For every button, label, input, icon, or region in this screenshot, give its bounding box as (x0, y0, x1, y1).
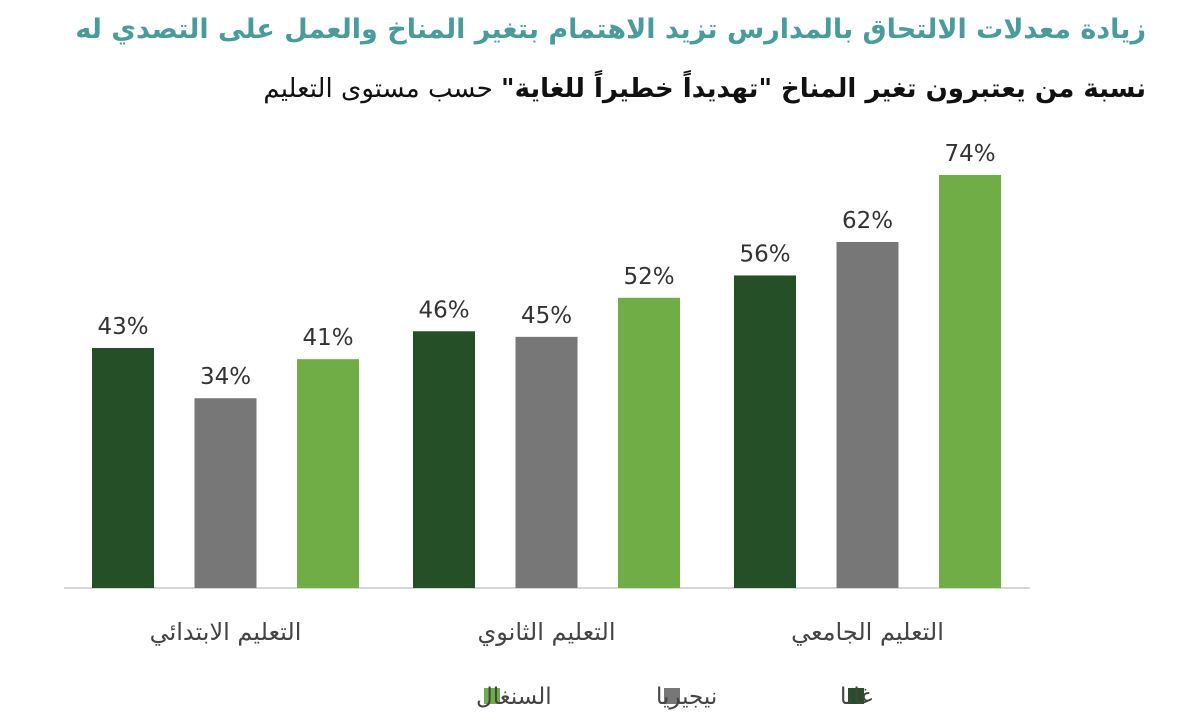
data-label: 41% (302, 325, 353, 351)
x-tick-label: التعليم الابتدائي (150, 618, 302, 646)
bar (618, 297, 680, 588)
data-label: 34% (200, 364, 251, 390)
legend-swatch (484, 688, 500, 704)
data-label: 62% (842, 208, 893, 234)
x-tick-label: التعليم الثانوي (478, 618, 616, 646)
data-label: 52% (623, 264, 674, 290)
bar (194, 398, 257, 588)
data-label: 74% (944, 141, 995, 167)
bar (939, 175, 1001, 588)
bar (92, 348, 154, 588)
subtitle-part2: "تهديداً خطيراً للغاية" (501, 74, 772, 104)
x-tick-label: التعليم الجامعي (791, 618, 944, 646)
bar (734, 275, 796, 588)
subtitle-part1: نسبة من يعتبرون تغير المناخ (772, 74, 1146, 104)
bar (515, 336, 578, 588)
legend-swatch (664, 688, 680, 704)
legend-entry: غانا (840, 684, 872, 710)
data-label: 43% (97, 314, 148, 340)
bar (836, 241, 899, 589)
legend-swatch (848, 688, 864, 704)
chart-title: زيادة معدلات الالتحاق بالمدارس تزيد الاه… (75, 14, 1146, 45)
chart-subtitle: نسبة من يعتبرون تغير المناخ "تهديداً خطي… (26, 74, 1146, 104)
bar (413, 331, 475, 588)
data-label: 46% (418, 297, 469, 323)
data-label: 56% (739, 241, 790, 267)
subtitle-part3: حسب مستوى التعليم (263, 74, 502, 104)
data-label: 45% (521, 303, 572, 329)
legend-entry: السنغال (476, 684, 552, 710)
bar (297, 359, 359, 588)
legend-entry: نيجيريا (656, 684, 717, 710)
